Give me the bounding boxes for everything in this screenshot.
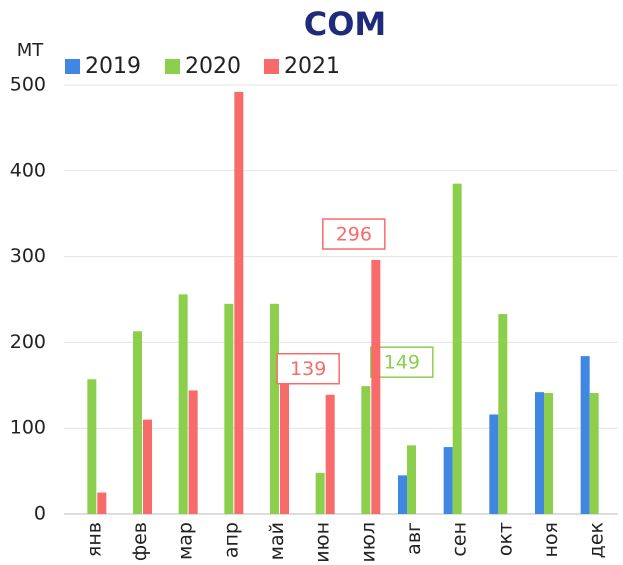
bar	[580, 356, 590, 514]
y-tick-label: 200	[10, 331, 46, 353]
bar	[443, 447, 453, 514]
bar	[178, 294, 188, 514]
bar	[143, 419, 152, 514]
chart-title: СОМ	[304, 5, 387, 43]
x-tick-label: ноя	[540, 522, 562, 557]
y-tick-label: 100	[10, 417, 46, 439]
x-tick-label: мар	[175, 522, 197, 560]
x-tick-label: янв	[83, 522, 105, 557]
legend-label: 2020	[185, 54, 241, 79]
bar	[188, 390, 198, 514]
bar	[544, 393, 553, 514]
bar	[280, 354, 289, 514]
x-tick-label: авг	[403, 522, 425, 555]
bar	[452, 183, 462, 515]
data-label-box	[322, 218, 386, 250]
data-label-box	[276, 352, 340, 385]
x-tick-label: июн	[312, 522, 334, 563]
x-tick-label: дек	[586, 522, 608, 558]
bar	[589, 393, 599, 514]
data-label: 139	[290, 358, 326, 380]
x-tick-label: фев	[129, 522, 151, 561]
y-tick-label: 500	[10, 74, 46, 96]
y-tick-label: 300	[10, 245, 46, 267]
bar	[398, 475, 407, 514]
bar	[371, 260, 381, 514]
data-label-box	[370, 346, 434, 378]
y-axis-label: МТ	[17, 40, 45, 61]
bar	[97, 492, 107, 514]
data-label: 149	[384, 352, 420, 374]
bar	[407, 445, 416, 514]
bar	[224, 303, 234, 514]
x-tick-label: июл	[357, 522, 379, 563]
x-tick-label: май	[266, 522, 288, 560]
data-label: 296	[336, 224, 372, 246]
legend-swatch	[65, 59, 80, 74]
legend-label: 2019	[85, 54, 141, 79]
x-tick-label: апр	[220, 522, 242, 558]
bar	[489, 414, 499, 514]
bar	[535, 392, 544, 514]
x-tick-label: сен	[449, 522, 471, 557]
bar	[315, 472, 325, 514]
legend-label: 2021	[284, 54, 340, 79]
y-tick-label: 0	[34, 503, 46, 525]
bar	[234, 91, 244, 514]
bar	[133, 331, 142, 514]
bar	[87, 379, 97, 514]
legend-swatch	[165, 59, 180, 74]
x-tick-label: окт	[494, 522, 516, 556]
bar	[270, 303, 279, 514]
bar	[498, 314, 508, 514]
bar	[361, 386, 371, 514]
y-tick-label: 400	[10, 159, 46, 181]
legend-swatch	[264, 59, 279, 74]
bar	[325, 394, 335, 514]
